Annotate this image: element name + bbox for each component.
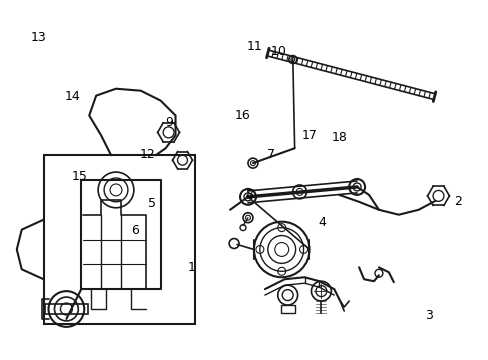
Text: 1: 1 [187, 261, 195, 274]
Bar [44, 304, 88, 314]
Text: 4: 4 [318, 216, 325, 229]
Text: 13: 13 [30, 31, 46, 44]
Text: 6: 6 [131, 224, 139, 237]
Text: 9: 9 [165, 116, 173, 129]
Bar [280, 305, 294, 313]
Text: 15: 15 [71, 170, 87, 183]
Text: 2: 2 [453, 195, 461, 208]
Circle shape [253, 222, 309, 277]
Text: 10: 10 [270, 45, 286, 58]
Bar [43, 155, 195, 324]
Text: 12: 12 [139, 148, 155, 162]
Circle shape [246, 195, 249, 198]
Text: 18: 18 [330, 131, 346, 144]
Text: 14: 14 [64, 90, 80, 103]
Text: 11: 11 [246, 40, 262, 53]
Text: 7: 7 [266, 148, 275, 162]
Text: 3: 3 [424, 309, 432, 322]
Text: 8: 8 [245, 188, 253, 201]
Text: 16: 16 [234, 109, 249, 122]
Text: 17: 17 [302, 129, 317, 142]
Text: 5: 5 [148, 197, 156, 210]
